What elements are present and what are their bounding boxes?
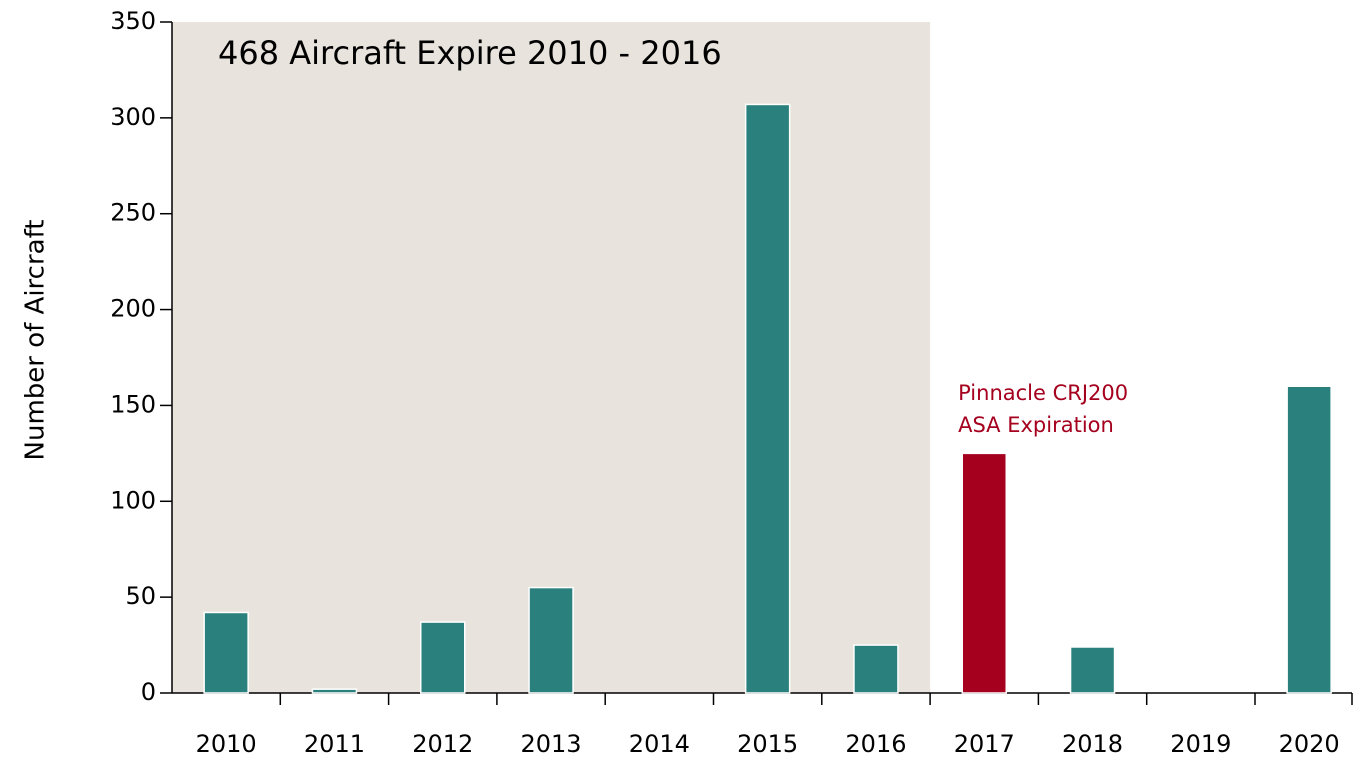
bar [1286,385,1332,694]
bar [528,586,574,694]
x-tick-label: 2013 [521,730,582,758]
x-tick-label: 2017 [954,730,1015,758]
x-tick-label: 2015 [737,730,798,758]
highlight-annotation: 468 Aircraft Expire 2010 - 2016 [218,34,722,72]
y-tick-label: 150 [110,390,156,418]
x-tick-label: 2012 [412,730,473,758]
y-tick-label: 100 [110,486,156,514]
x-tick-label: 2018 [1062,730,1123,758]
x-tick-label: 2011 [304,730,365,758]
bar-annotation: Pinnacle CRJ200 [958,381,1128,405]
highlight-region [172,22,931,693]
y-tick-label: 0 [141,678,156,706]
y-tick-label: 200 [110,295,156,323]
y-tick-label: 350 [110,7,156,35]
bar [420,621,466,694]
y-axis-label: Number of Aircraft [21,220,51,461]
bar [744,103,791,694]
x-tick-label: 2020 [1279,730,1340,758]
x-tick-label: 2010 [196,730,257,758]
y-tick-label: 50 [125,582,156,610]
bar [1069,646,1116,694]
x-tick-label: 2019 [1170,730,1231,758]
background-layer [172,22,931,693]
bar [203,611,249,694]
bar-annotation: ASA Expiration [958,413,1114,437]
x-tick-label: 2016 [845,730,906,758]
x-tick-label: 2014 [629,730,690,758]
bar [961,452,1007,694]
bar [311,688,358,694]
bar [853,644,899,694]
y-tick-label: 300 [110,103,156,131]
y-tick-label: 250 [110,199,156,227]
